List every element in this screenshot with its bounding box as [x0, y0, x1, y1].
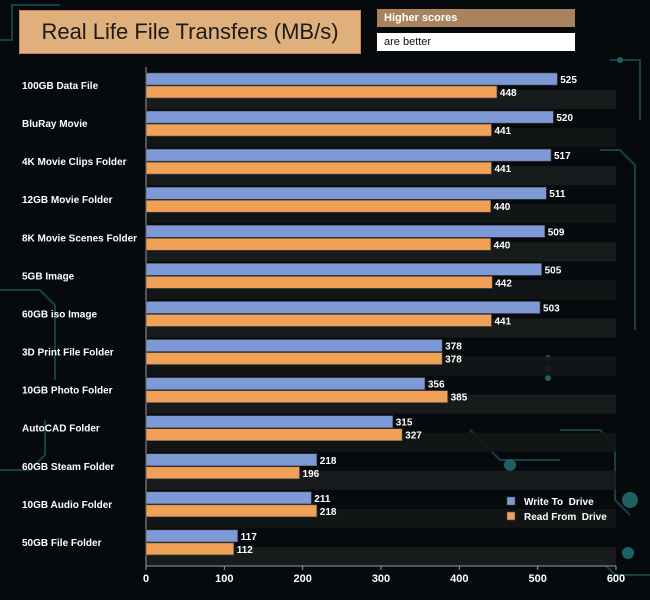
- bar-read: [145, 504, 318, 518]
- bar-value-label: 218: [320, 507, 337, 518]
- bar-value-label: 196: [303, 469, 320, 480]
- category-label: 12GB Movie Folder: [22, 195, 113, 206]
- higher-scores-note: Higher scores: [377, 9, 575, 27]
- bar-read: [145, 123, 492, 137]
- legend-swatch-write: [506, 496, 516, 506]
- bar-value-label: 517: [554, 151, 571, 162]
- bar-value-label: 509: [548, 227, 565, 238]
- bar-read: [145, 199, 491, 213]
- bar-write: [145, 491, 312, 505]
- bar-value-label: 385: [451, 393, 468, 404]
- category-label: 4K Movie Clips Folder: [22, 157, 127, 168]
- bar-read: [145, 85, 498, 99]
- bar-value-label: 315: [396, 418, 413, 429]
- bar-write: [145, 339, 443, 352]
- x-tick-label: 100: [215, 573, 233, 585]
- bar-value-label: 112: [237, 545, 254, 556]
- bar-write: [145, 186, 547, 200]
- bar-value-label: 442: [495, 278, 512, 289]
- x-tick-label: 300: [372, 573, 390, 585]
- x-tick-label: 600: [607, 573, 625, 585]
- legend-swatch-read: [506, 511, 516, 521]
- bar-value-label: 505: [545, 265, 562, 276]
- category-label: 10GB Audio Folder: [22, 500, 112, 511]
- bar-value-label: 378: [445, 355, 462, 366]
- bar-write: [145, 529, 238, 543]
- bar-read: [145, 542, 235, 556]
- bar-value-label: 448: [500, 88, 517, 99]
- bar-write: [145, 377, 426, 390]
- bar-write: [145, 453, 318, 467]
- bar-value-label: 441: [494, 126, 511, 137]
- legend-label: Write To Drive: [524, 497, 594, 508]
- bar-write: [145, 301, 541, 314]
- bar-read: [145, 390, 448, 403]
- bar-write: [145, 225, 546, 238]
- category-label: 10GB Photo Folder: [22, 386, 113, 397]
- category-label: AutoCAD Folder: [22, 424, 100, 435]
- bar-value-label: 218: [320, 456, 337, 467]
- category-label: 50GB File Folder: [22, 538, 102, 549]
- x-tick-label: 0: [143, 573, 149, 585]
- bar-value-label: 211: [314, 494, 331, 505]
- bar-value-label: 503: [543, 303, 560, 314]
- bar-value-label: 440: [494, 202, 511, 213]
- bar-write: [145, 263, 542, 276]
- bar-write: [145, 110, 554, 124]
- are-better-note: are better: [377, 33, 575, 51]
- category-label: 8K Movie Scenes Folder: [22, 233, 137, 244]
- bar-read: [145, 238, 491, 251]
- x-tick-label: 500: [528, 573, 546, 585]
- bar-value-label: 520: [556, 113, 573, 124]
- chart-title: Real Life File Transfers (MB/s): [19, 10, 361, 54]
- bar-value-label: 117: [241, 532, 258, 543]
- bar-read: [145, 276, 493, 289]
- bar-write: [145, 415, 394, 428]
- bar-read: [145, 161, 492, 175]
- category-label: 5GB Image: [22, 271, 75, 282]
- legend-label: Read From Drive: [524, 512, 607, 523]
- bar-read: [145, 352, 443, 365]
- bar-value-label: 327: [405, 431, 422, 442]
- x-tick-label: 400: [450, 573, 468, 585]
- category-label: 60GB iso Image: [22, 309, 97, 320]
- bar-value-label: 441: [494, 316, 511, 327]
- x-tick-label: 200: [293, 573, 311, 585]
- category-label: 60GB Steam Folder: [22, 462, 114, 473]
- bar-value-label: 511: [549, 189, 566, 200]
- bar-read: [145, 314, 492, 327]
- bar-read: [145, 466, 300, 480]
- bar-write: [145, 72, 558, 86]
- category-label: BluRay Movie: [22, 119, 88, 130]
- category-label: 3D Print File Folder: [22, 348, 114, 359]
- bar-value-label: 356: [428, 380, 445, 391]
- row-band: [146, 546, 616, 566]
- bar-value-label: 378: [445, 342, 462, 353]
- category-label: 100GB Data File: [22, 81, 99, 92]
- bar-value-label: 440: [494, 240, 511, 251]
- bar-value-label: 441: [494, 164, 511, 175]
- bar-read: [145, 428, 403, 441]
- bar-value-label: 525: [560, 75, 577, 86]
- bar-write: [145, 148, 552, 162]
